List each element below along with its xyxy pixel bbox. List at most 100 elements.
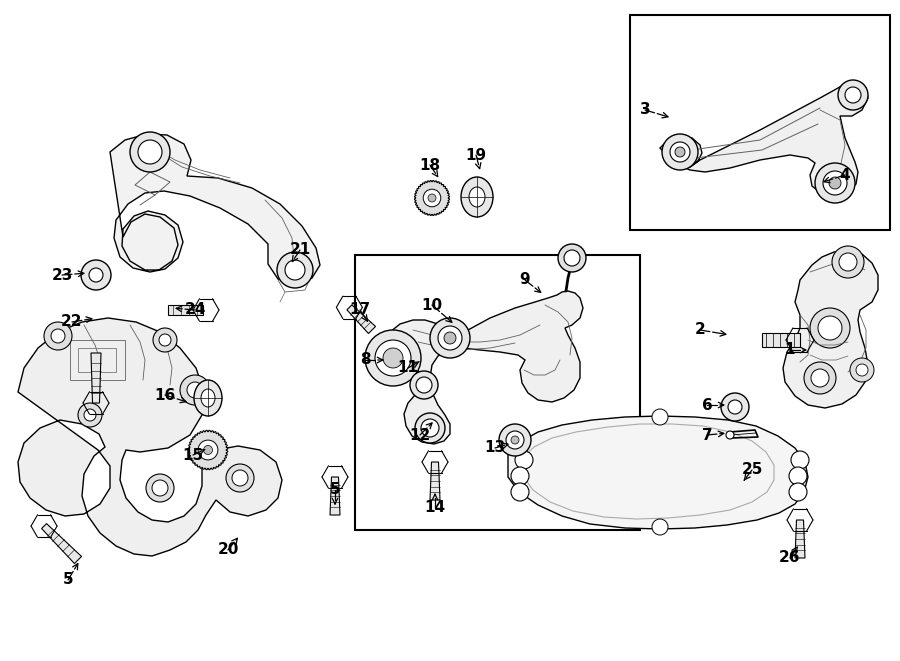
Circle shape [438, 326, 462, 350]
Text: 16: 16 [155, 387, 176, 403]
Bar [70, 340, 125, 380]
Circle shape [416, 377, 432, 393]
Bar [355, 255, 640, 530]
Polygon shape [330, 477, 340, 515]
Circle shape [81, 260, 111, 290]
Circle shape [365, 330, 421, 386]
Circle shape [511, 483, 529, 501]
Circle shape [811, 369, 829, 387]
Text: 20: 20 [217, 543, 239, 557]
Circle shape [652, 519, 668, 535]
Text: 18: 18 [419, 157, 441, 173]
Circle shape [789, 483, 807, 501]
Circle shape [829, 177, 841, 189]
Ellipse shape [201, 389, 215, 407]
Ellipse shape [469, 187, 485, 207]
Circle shape [726, 431, 734, 439]
Circle shape [670, 142, 690, 162]
Circle shape [51, 329, 65, 343]
Circle shape [850, 358, 874, 382]
Polygon shape [346, 305, 375, 334]
Polygon shape [508, 416, 808, 529]
Text: 1: 1 [785, 342, 796, 358]
Circle shape [721, 393, 749, 421]
Text: 21: 21 [290, 243, 310, 258]
Circle shape [421, 419, 439, 437]
Circle shape [558, 244, 586, 272]
Circle shape [791, 451, 809, 469]
Text: 10: 10 [421, 297, 443, 313]
Circle shape [511, 467, 529, 485]
Circle shape [832, 246, 864, 278]
Text: 14: 14 [425, 500, 446, 516]
Circle shape [564, 250, 580, 266]
Circle shape [153, 328, 177, 352]
Ellipse shape [461, 177, 493, 217]
Text: 23: 23 [51, 268, 73, 282]
Circle shape [410, 371, 438, 399]
Polygon shape [660, 82, 868, 196]
Polygon shape [415, 180, 449, 215]
Circle shape [232, 470, 248, 486]
Polygon shape [783, 250, 878, 408]
Polygon shape [41, 524, 82, 564]
Polygon shape [430, 462, 440, 500]
Circle shape [444, 332, 456, 344]
Circle shape [804, 362, 836, 394]
Bar [78, 348, 116, 372]
Circle shape [499, 424, 531, 456]
Circle shape [810, 308, 850, 348]
Circle shape [856, 364, 868, 376]
Polygon shape [18, 318, 282, 556]
Text: 7: 7 [702, 428, 712, 442]
Ellipse shape [194, 380, 222, 416]
Circle shape [187, 382, 203, 398]
Text: 11: 11 [398, 360, 418, 375]
Text: 3: 3 [640, 102, 651, 118]
Circle shape [423, 189, 441, 207]
Polygon shape [110, 134, 320, 284]
Circle shape [675, 147, 685, 157]
Circle shape [383, 348, 403, 368]
Circle shape [152, 480, 168, 496]
Circle shape [728, 400, 742, 414]
Text: 15: 15 [183, 447, 203, 463]
Text: 5: 5 [329, 483, 340, 498]
Polygon shape [188, 430, 228, 470]
Circle shape [78, 403, 102, 427]
Text: 13: 13 [484, 440, 506, 455]
Circle shape [430, 318, 470, 358]
Circle shape [506, 431, 524, 449]
Circle shape [428, 194, 436, 202]
Circle shape [198, 440, 218, 460]
Text: 22: 22 [61, 315, 83, 329]
Bar [168, 305, 203, 315]
Circle shape [277, 252, 313, 288]
Circle shape [415, 413, 445, 443]
Text: 25: 25 [742, 463, 762, 477]
Polygon shape [91, 353, 101, 403]
Circle shape [285, 260, 305, 280]
Text: 9: 9 [519, 272, 530, 288]
Bar [762, 333, 800, 347]
Circle shape [203, 446, 212, 455]
Text: 26: 26 [779, 551, 801, 566]
Circle shape [511, 436, 519, 444]
Polygon shape [378, 291, 583, 444]
Circle shape [180, 375, 210, 405]
Circle shape [89, 268, 103, 282]
Circle shape [789, 467, 807, 485]
Text: 5: 5 [63, 572, 73, 588]
Circle shape [44, 322, 72, 350]
Text: 12: 12 [410, 428, 430, 442]
Circle shape [815, 163, 855, 203]
Circle shape [226, 464, 254, 492]
Circle shape [839, 253, 857, 271]
Circle shape [159, 334, 171, 346]
Circle shape [652, 409, 668, 425]
Circle shape [838, 80, 868, 110]
Text: 4: 4 [840, 167, 850, 182]
Circle shape [818, 316, 842, 340]
Circle shape [130, 132, 170, 172]
Bar [630, 15, 890, 230]
